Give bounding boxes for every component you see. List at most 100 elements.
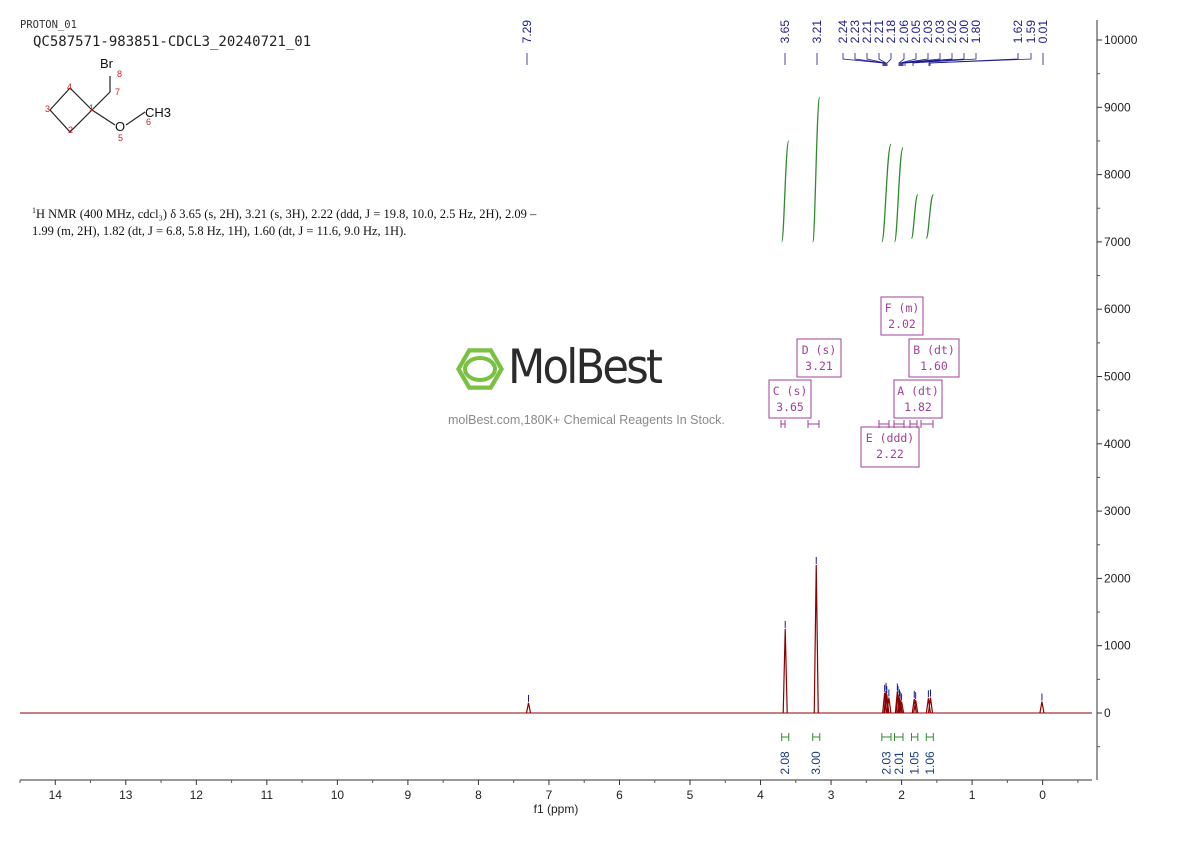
y-tick-label: 3000 [1104,504,1131,518]
x-axis-title: f1 (ppm) [534,802,579,816]
multiplet-shift: 3.21 [805,359,833,373]
x-tick-label: 9 [405,788,412,802]
peak-label: 2.23 [848,20,862,44]
description-superscript: 1 [32,206,36,215]
spectrum-peak [898,701,905,714]
peak-leader [899,57,917,66]
spectrum-peak [927,697,934,714]
peak-label: 2.03 [933,20,947,44]
x-tick-label: 8 [475,788,482,802]
multiplet-label: D (s) [802,343,837,357]
watermark-tagline: molBest.com,180K+ Chemical Reagents In S… [448,413,725,427]
peak-label: 1.62 [1011,20,1025,44]
peak-leader [854,57,885,66]
x-tick-label: 4 [757,788,764,802]
structure-bond [125,111,146,126]
atom-number: 7 [115,87,120,97]
experiment-name: PROTON_01 [20,19,77,31]
peak-label: 3.21 [810,20,824,44]
atom-number: 3 [45,104,50,114]
multiplet-label: A (dt) [897,384,939,398]
integral-value-label: 2.03 [879,751,893,775]
structure-bond [49,109,71,133]
nmr-description: 1H NMR (400 MHz, cdcl₃) δ 3.65 (s, 2H), … [32,202,592,240]
peak-label: 2.21 [860,20,874,44]
peak-leader [929,57,1032,66]
spectrum-peak [911,698,917,714]
structure-bond [91,91,111,111]
spectrum-peak [525,702,532,714]
molbest-logo-icon [456,348,504,390]
integral-curve [893,147,904,243]
peak-label: 2.24 [836,20,850,44]
integral-curve [881,143,892,243]
sample-name: QC587571-983851-CDCL3_20240721_01 [33,34,312,50]
y-tick-label: 9000 [1104,100,1131,114]
integral-curve [812,96,821,243]
atom-br: Br [100,56,114,71]
integral-labels: 2.08 3.00 2.032.01 1.05 1.06 [778,751,937,775]
multiplet-label: C (s) [773,384,808,398]
multiplet-shift: 2.22 [876,447,904,461]
peak-label: 2.18 [884,20,898,44]
y-tick-label: 0 [1104,706,1111,720]
multiplet-box [908,338,960,378]
x-tick-label: 7 [546,788,553,802]
chemical-structure: Br O CH3 1 2 3 4 5 6 7 8 [45,56,171,143]
y-tick-label: 7000 [1104,235,1131,249]
integral-value-label: 1.06 [923,751,937,775]
peak-label: 1.80 [969,20,983,44]
multiplet-shift: 3.65 [776,400,804,414]
multiplet-label: B (dt) [913,343,955,357]
integral-value-label: 3.00 [809,751,823,775]
peak-label: 3.65 [778,20,792,44]
x-tick-label: 13 [119,788,133,802]
atom-number: 2 [68,125,73,135]
peak-leader [900,57,929,66]
integral-curve [925,194,934,240]
y-tick-label: 2000 [1104,571,1131,585]
multiplet-box [768,379,812,419]
integral-curve [910,194,919,240]
peak-label: 1.59 [1024,20,1038,44]
peak-leader [901,57,941,66]
multiplet-boxes: C (s) 3.65 D (s) 3.21 F (m) 2.02 B (dt) 1.60 A (… [768,296,960,468]
x-tick-label: 11 [261,788,274,802]
peak-label: 2.21 [872,20,886,44]
description-line-2: 1.99 (m, 2H), 1.82 (dt, J = 6.8, 5.8 Hz,… [32,224,407,239]
atom-number: 6 [146,117,151,127]
x-tick-label: 12 [190,788,204,802]
structure-bond [69,109,93,133]
integral-value-label: 2.01 [892,751,906,775]
multiplet-label: E (ddd) [866,431,914,445]
atom-number: 4 [67,82,72,92]
atom-ch3: CH3 [145,105,171,120]
peak-leader [866,57,886,66]
x-tick-label: 14 [49,788,63,802]
peak-leader [878,57,887,66]
axes: 14 13 12 11 10 9 8 7 6 5 4 3 2 1 0f1 (ppm)010002000300… [19,20,1138,816]
x-tick-label: 1 [969,788,976,802]
multiplet-box [796,338,842,378]
multiplet-box [893,379,943,419]
spectrum-peak [1039,701,1045,714]
peak-label: 7.29 [520,20,534,44]
y-tick-label: 10000 [1104,33,1138,47]
integral-value-label: 2.08 [778,751,792,775]
peak-leader [842,57,884,66]
watermark-brand: MolBest [508,340,663,395]
integral-value-label: 1.05 [908,751,922,775]
description-line-1: H NMR (400 MHz, cdcl₃) δ 3.65 (s, 2H), 3… [36,207,537,222]
spectrum-peak [913,700,919,714]
x-tick-label: 0 [1039,788,1046,802]
atom-number: 5 [118,133,123,143]
integral-curve [781,140,790,243]
peak-leader [912,57,977,66]
spectrum-peak [897,699,903,714]
y-tick-label: 4000 [1104,437,1131,451]
x-tick-label: 3 [828,788,835,802]
integral-curves [781,96,934,741]
x-tick-label: 2 [898,788,905,802]
x-tick-label: 5 [687,788,694,802]
